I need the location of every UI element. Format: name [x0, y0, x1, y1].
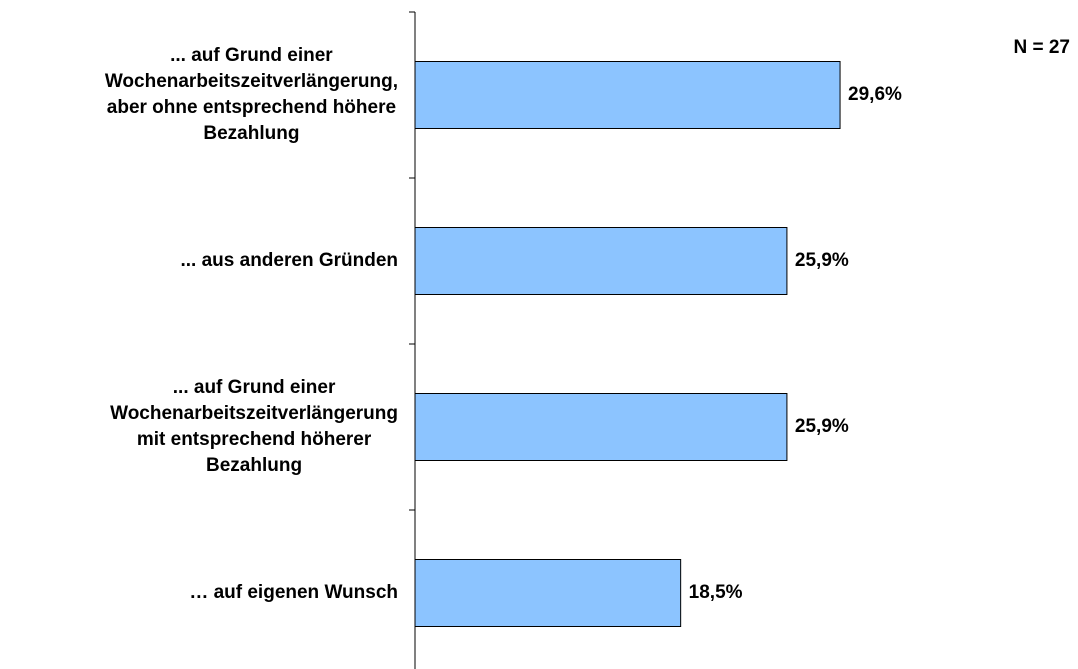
value-label: 29,6%: [848, 84, 902, 105]
category-label: ... auf Grund einer Wochenarbeitszeitver…: [104, 45, 398, 144]
value-label: 25,9%: [795, 250, 849, 271]
value-label: 25,9%: [795, 416, 849, 437]
category-label: ... aus anderen Gründen: [180, 250, 399, 271]
bar: [414, 393, 788, 461]
category-label: … auf eigenen Wunsch: [189, 582, 398, 603]
annotation: N = 27: [1013, 37, 1070, 58]
bar: [414, 227, 788, 295]
bar: [414, 559, 682, 627]
category-label: ... auf Grund einer Wochenarbeitszeitver…: [110, 377, 398, 476]
value-label: 18,5%: [689, 582, 743, 603]
bar: [414, 61, 841, 129]
